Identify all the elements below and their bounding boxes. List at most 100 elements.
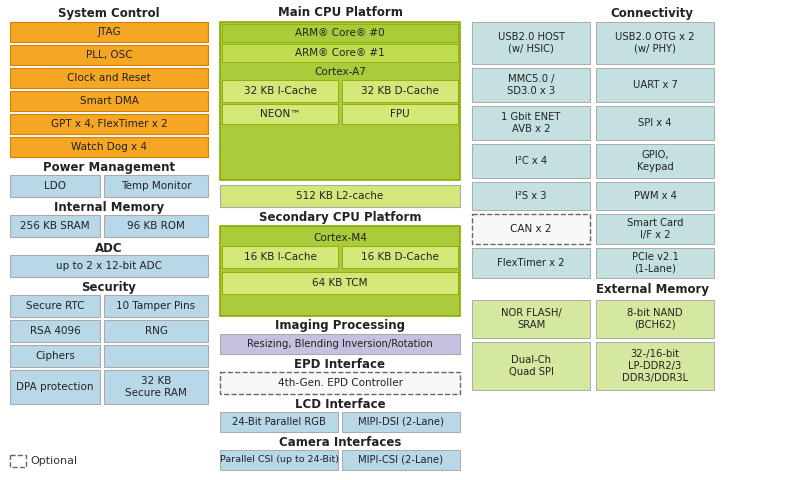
Text: MIPI-DSI (2-Lane): MIPI-DSI (2-Lane) bbox=[358, 417, 444, 427]
Text: 24-Bit Parallel RGB: 24-Bit Parallel RGB bbox=[232, 417, 326, 427]
Bar bbox=[10, 215, 100, 237]
Text: GPIO,
Keypad: GPIO, Keypad bbox=[637, 150, 674, 172]
Text: RNG: RNG bbox=[145, 326, 167, 336]
Bar bbox=[342, 104, 458, 124]
Bar bbox=[596, 68, 714, 102]
Bar bbox=[222, 44, 458, 62]
Bar bbox=[472, 214, 590, 244]
Text: 32-/16-bit
LP-DDR2/3
DDR3/DDR3L: 32-/16-bit LP-DDR2/3 DDR3/DDR3L bbox=[622, 349, 688, 383]
Text: UART x 7: UART x 7 bbox=[633, 80, 678, 90]
Text: Cortex-A7: Cortex-A7 bbox=[314, 67, 366, 77]
Bar bbox=[596, 106, 714, 140]
Text: FlexTimer x 2: FlexTimer x 2 bbox=[498, 258, 565, 268]
Bar bbox=[222, 246, 338, 268]
Text: 8-bit NAND
(BCH62): 8-bit NAND (BCH62) bbox=[627, 308, 683, 330]
Text: Watch Dog x 4: Watch Dog x 4 bbox=[71, 142, 147, 152]
Bar bbox=[222, 80, 338, 102]
Bar bbox=[10, 22, 208, 42]
Text: 32 KB D-Cache: 32 KB D-Cache bbox=[361, 86, 439, 96]
Bar bbox=[342, 450, 460, 470]
Bar bbox=[596, 22, 714, 64]
Bar bbox=[220, 185, 460, 207]
Text: DPA protection: DPA protection bbox=[16, 382, 94, 392]
Bar bbox=[10, 91, 208, 111]
Bar bbox=[472, 248, 590, 278]
Bar bbox=[596, 248, 714, 278]
Bar bbox=[10, 255, 208, 277]
Bar bbox=[472, 300, 590, 338]
Bar bbox=[472, 22, 590, 64]
Text: 10 Tamper Pins: 10 Tamper Pins bbox=[117, 301, 195, 311]
Text: I²S x 3: I²S x 3 bbox=[515, 191, 546, 201]
Bar bbox=[104, 175, 208, 197]
Text: 16 KB I-Cache: 16 KB I-Cache bbox=[243, 252, 317, 262]
Bar bbox=[472, 144, 590, 178]
Bar bbox=[10, 68, 208, 88]
Text: 1 Gbit ENET
AVB x 2: 1 Gbit ENET AVB x 2 bbox=[502, 112, 561, 134]
Bar bbox=[10, 114, 208, 134]
Text: SPI x 4: SPI x 4 bbox=[638, 118, 672, 128]
Bar bbox=[596, 342, 714, 390]
Text: USB2.0 HOST
(w/ HSIC): USB2.0 HOST (w/ HSIC) bbox=[498, 32, 565, 54]
Text: Connectivity: Connectivity bbox=[610, 7, 694, 20]
Bar bbox=[472, 342, 590, 390]
Bar bbox=[472, 68, 590, 102]
Text: 32 KB I-Cache: 32 KB I-Cache bbox=[243, 86, 317, 96]
Bar bbox=[104, 370, 208, 404]
Bar bbox=[342, 80, 458, 102]
Text: PCIe v2.1
(1-Lane): PCIe v2.1 (1-Lane) bbox=[631, 252, 678, 274]
Bar bbox=[222, 24, 458, 42]
Text: 4th-Gen. EPD Controller: 4th-Gen. EPD Controller bbox=[278, 378, 402, 388]
Text: ARM® Core® #1: ARM® Core® #1 bbox=[295, 48, 385, 58]
Text: Internal Memory: Internal Memory bbox=[54, 202, 164, 215]
Bar bbox=[220, 450, 338, 470]
Text: Dual-Ch
Quad SPI: Dual-Ch Quad SPI bbox=[509, 355, 554, 377]
Bar bbox=[10, 370, 100, 404]
Text: Power Management: Power Management bbox=[43, 161, 175, 175]
Bar bbox=[220, 334, 460, 354]
Text: PWM x 4: PWM x 4 bbox=[634, 191, 677, 201]
Text: LCD Interface: LCD Interface bbox=[294, 397, 386, 410]
Text: 256 KB SRAM: 256 KB SRAM bbox=[20, 221, 90, 231]
Text: 64 KB TCM: 64 KB TCM bbox=[312, 278, 368, 288]
Bar bbox=[596, 144, 714, 178]
Bar bbox=[104, 345, 208, 367]
Bar bbox=[596, 300, 714, 338]
Text: System Control: System Control bbox=[58, 7, 160, 20]
Text: NEON™: NEON™ bbox=[260, 109, 300, 119]
Text: Cortex-M4: Cortex-M4 bbox=[313, 233, 367, 243]
Text: 512 KB L2-cache: 512 KB L2-cache bbox=[296, 191, 384, 201]
Text: Parallel CSI (up to 24-Bit): Parallel CSI (up to 24-Bit) bbox=[219, 456, 338, 465]
Bar bbox=[10, 175, 100, 197]
Bar bbox=[220, 22, 460, 180]
Text: LDO: LDO bbox=[44, 181, 66, 191]
Bar bbox=[342, 246, 458, 268]
Text: External Memory: External Memory bbox=[595, 284, 709, 297]
Bar bbox=[220, 226, 460, 316]
Bar bbox=[342, 412, 460, 432]
Bar bbox=[10, 455, 26, 467]
Text: Temp Monitor: Temp Monitor bbox=[121, 181, 191, 191]
Text: Optional: Optional bbox=[30, 456, 77, 466]
Text: 32 KB
Secure RAM: 32 KB Secure RAM bbox=[125, 376, 187, 398]
Bar bbox=[104, 295, 208, 317]
Bar bbox=[596, 214, 714, 244]
Text: MIPI-CSI (2-Lane): MIPI-CSI (2-Lane) bbox=[358, 455, 443, 465]
Bar bbox=[222, 272, 458, 294]
Text: PLL, OSC: PLL, OSC bbox=[86, 50, 132, 60]
Text: Main CPU Platform: Main CPU Platform bbox=[278, 7, 402, 20]
Text: EPD Interface: EPD Interface bbox=[294, 358, 386, 371]
Text: Clock and Reset: Clock and Reset bbox=[67, 73, 151, 83]
Bar bbox=[10, 320, 100, 342]
Text: Secure RTC: Secure RTC bbox=[26, 301, 84, 311]
Bar bbox=[10, 45, 208, 65]
Text: CAN x 2: CAN x 2 bbox=[510, 224, 552, 234]
Text: up to 2 x 12-bit ADC: up to 2 x 12-bit ADC bbox=[56, 261, 162, 271]
Text: I²C x 4: I²C x 4 bbox=[515, 156, 547, 166]
Bar bbox=[10, 137, 208, 157]
Text: Camera Interfaces: Camera Interfaces bbox=[279, 435, 401, 448]
Text: RSA 4096: RSA 4096 bbox=[30, 326, 80, 336]
Text: Imaging Processing: Imaging Processing bbox=[275, 320, 405, 333]
Bar bbox=[10, 295, 100, 317]
Text: Ciphers: Ciphers bbox=[35, 351, 75, 361]
